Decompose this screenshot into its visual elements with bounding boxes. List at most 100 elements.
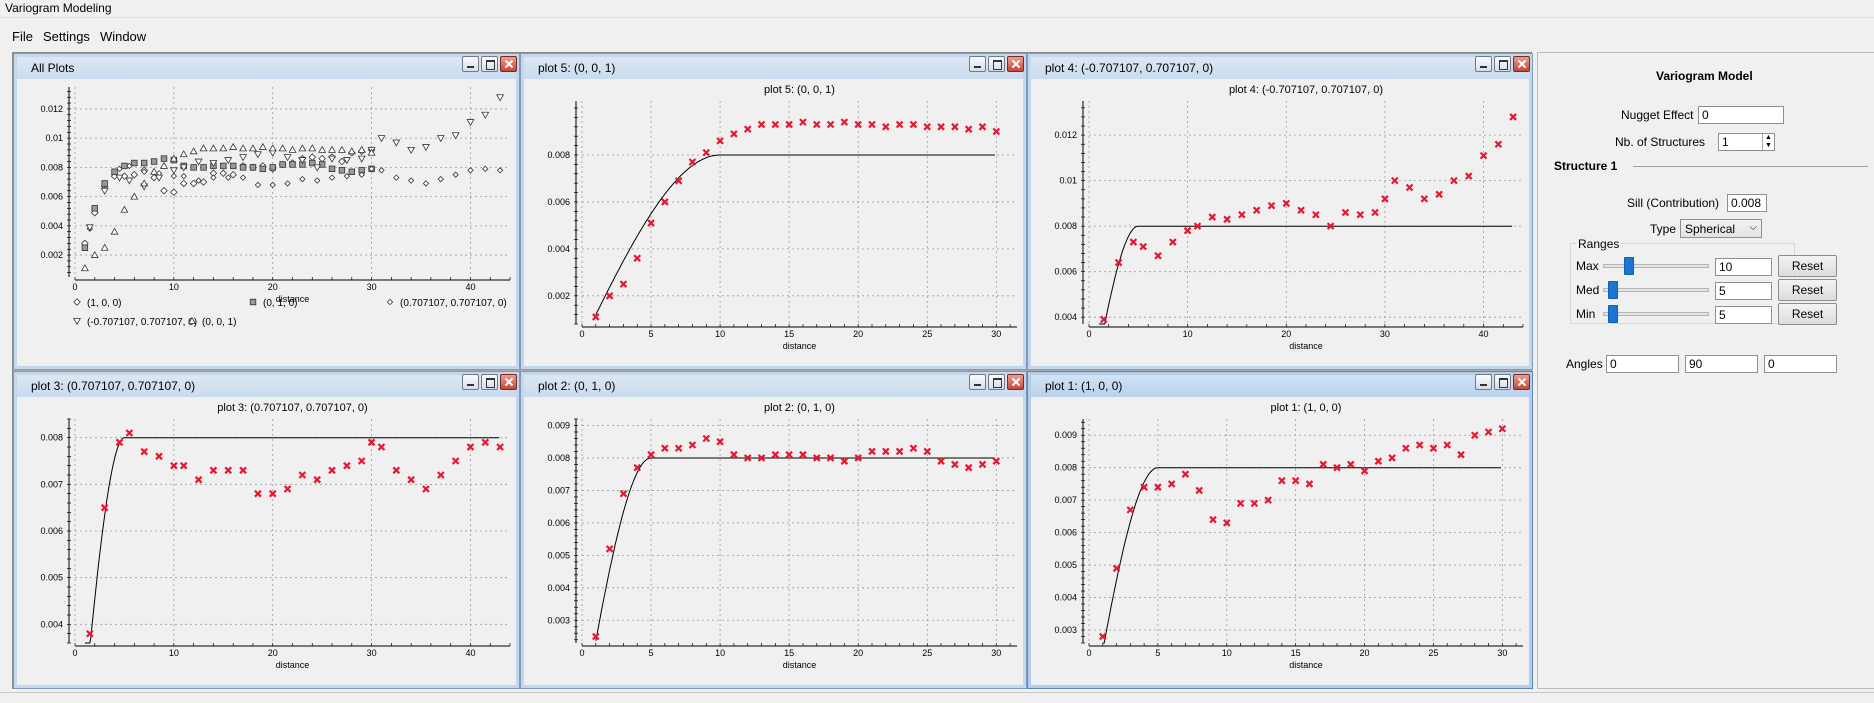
data-point — [840, 118, 849, 126]
data-point — [392, 466, 401, 475]
spin-up-icon[interactable]: ▲ — [1762, 134, 1774, 142]
minimize-icon[interactable] — [969, 374, 986, 390]
square-marker — [160, 155, 168, 162]
close-icon[interactable] — [500, 56, 517, 72]
angle-2-input[interactable] — [1685, 355, 1758, 373]
subwindow-title[interactable]: plot 3: (0.707107, 0.707107, 0) — [17, 375, 516, 397]
subwindow-all-plots[interactable]: All Plots 0 10 20 30 40 0.002 0.004 0.006 0.008 0… — [13, 53, 520, 370]
menu-file[interactable]: File — [12, 29, 33, 44]
menu-window[interactable]: Window — [99, 29, 147, 44]
min-slider-track[interactable] — [1603, 312, 1709, 316]
cross-stroke — [978, 460, 987, 469]
cross-stroke — [812, 454, 821, 462]
diamond-marker — [199, 178, 208, 186]
y-tick-label: 0.007 — [40, 479, 63, 489]
cross-stroke — [923, 447, 932, 456]
close-icon[interactable] — [1007, 56, 1024, 72]
angle-3-input[interactable] — [1764, 355, 1837, 373]
data-point — [661, 198, 669, 206]
subwindow-plot-1[interactable]: plot 1: (1, 0, 0) plot 1: (1, 0, 0) 0 5 10 1… — [1027, 371, 1533, 689]
subwindow-plot-3[interactable]: plot 3: (0.707107, 0.707107, 0) plot 3: … — [13, 371, 520, 689]
data-point — [730, 130, 738, 138]
cross-stroke — [688, 158, 697, 166]
minimize-icon[interactable] — [462, 56, 479, 72]
close-icon[interactable] — [1513, 374, 1530, 390]
spin-down-icon[interactable]: ▼ — [1762, 142, 1774, 150]
cross-stroke — [592, 632, 600, 641]
triangle-up-marker — [150, 167, 159, 175]
subwindow-plot-4[interactable]: plot 4: (-0.707107, 0.707107, 0) plot 4:… — [1027, 53, 1533, 370]
menu-settings[interactable]: Settings — [42, 29, 90, 44]
close-icon[interactable] — [500, 374, 517, 390]
model-curve — [1098, 225, 1513, 325]
min-range-input[interactable] — [1715, 306, 1772, 324]
med-reset-button[interactable]: Reset — [1778, 279, 1837, 301]
angle-1-input[interactable] — [1606, 355, 1679, 373]
data-point — [937, 457, 945, 465]
med-range-input[interactable] — [1715, 282, 1772, 300]
diamond-marker — [189, 179, 198, 188]
maximize-icon[interactable] — [481, 374, 498, 390]
data-point — [1297, 206, 1305, 215]
cross-stroke — [1390, 176, 1399, 185]
data-point — [407, 475, 415, 484]
subwindow-title[interactable]: All Plots — [17, 57, 516, 79]
max-range-input[interactable] — [1715, 258, 1772, 276]
maximize-icon[interactable] — [1494, 374, 1511, 390]
med-slider-handle[interactable] — [1607, 281, 1618, 299]
med-slider-track[interactable] — [1603, 288, 1709, 292]
x-tick-label: 20 — [1360, 648, 1370, 658]
y-tick-label: 0.006 — [40, 526, 63, 536]
plot-area — [1089, 101, 1523, 324]
maximize-icon[interactable] — [1494, 56, 1511, 72]
data-point — [1443, 441, 1452, 449]
square-marker — [328, 165, 336, 173]
nugget-input[interactable] — [1698, 106, 1784, 124]
min-reset-button[interactable]: Reset — [1778, 303, 1837, 325]
type-select[interactable]: Spherical ⌵ — [1680, 219, 1762, 238]
close-icon[interactable] — [1007, 374, 1024, 390]
cross-stroke — [1346, 460, 1355, 469]
data-point — [592, 632, 600, 641]
triangle-down-marker — [194, 158, 203, 166]
max-slider-track[interactable] — [1603, 264, 1709, 268]
minimize-icon[interactable] — [1475, 56, 1492, 72]
structures-spinbox[interactable]: 1 ▲ ▼ — [1718, 133, 1775, 151]
diamond-marker — [437, 175, 444, 183]
data-point — [481, 438, 490, 447]
chart-title: plot 4: (-0.707107, 0.707107, 0) — [1229, 84, 1383, 96]
sill-input[interactable] — [1727, 194, 1767, 212]
min-slider-handle[interactable] — [1607, 305, 1618, 323]
data-point — [978, 460, 987, 469]
cross-stroke — [367, 438, 376, 447]
max-reset-button[interactable]: Reset — [1778, 255, 1837, 277]
plot-3-chart: plot 3: (0.707107, 0.707107, 0) 0 10 20 30 40… — [40, 402, 511, 670]
minimize-icon[interactable] — [462, 374, 479, 390]
data-point — [923, 447, 932, 456]
cross-stroke — [812, 120, 821, 129]
x-tick-label: 5 — [649, 648, 654, 658]
model-curve — [1102, 467, 1501, 644]
x-tick-label: 15 — [784, 648, 794, 658]
data-point — [437, 471, 445, 479]
square-marker — [81, 244, 89, 251]
maximize-icon[interactable] — [988, 374, 1005, 390]
minimize-icon[interactable] — [969, 56, 986, 72]
maximize-icon[interactable] — [481, 56, 498, 72]
subwindow-title[interactable]: plot 1: (1, 0, 0) — [1031, 375, 1529, 397]
legend-entry: (-0.707107, 0.707107, 0) — [73, 317, 197, 328]
y-tick-label: 0.012 — [1054, 130, 1077, 140]
close-icon[interactable] — [1513, 56, 1530, 72]
subwindow-title[interactable]: plot 4: (-0.707107, 0.707107, 0) — [1031, 57, 1529, 79]
subwindow-plot-5[interactable]: plot 5: (0, 0, 1) plot 5: (0, 0, 1) 0 5 10 1… — [520, 53, 1027, 370]
subwindow-plot-2[interactable]: plot 2: (0, 1, 0) plot 2: (0, 1, 0) 0 5 10 1… — [520, 371, 1027, 689]
data-point — [1405, 183, 1414, 192]
minimize-icon[interactable] — [1475, 374, 1492, 390]
cross-stroke — [115, 438, 124, 447]
data-point — [1264, 496, 1272, 504]
mdi-area: All Plots 0 10 20 30 40 0.002 0.004 0.006 0.008 0… — [12, 52, 1533, 689]
maximize-icon[interactable] — [988, 56, 1005, 72]
max-slider-handle[interactable] — [1624, 257, 1635, 275]
subwindow-title[interactable]: plot 2: (0, 1, 0) — [524, 375, 1023, 397]
subwindow-title[interactable]: plot 5: (0, 0, 1) — [524, 57, 1023, 79]
